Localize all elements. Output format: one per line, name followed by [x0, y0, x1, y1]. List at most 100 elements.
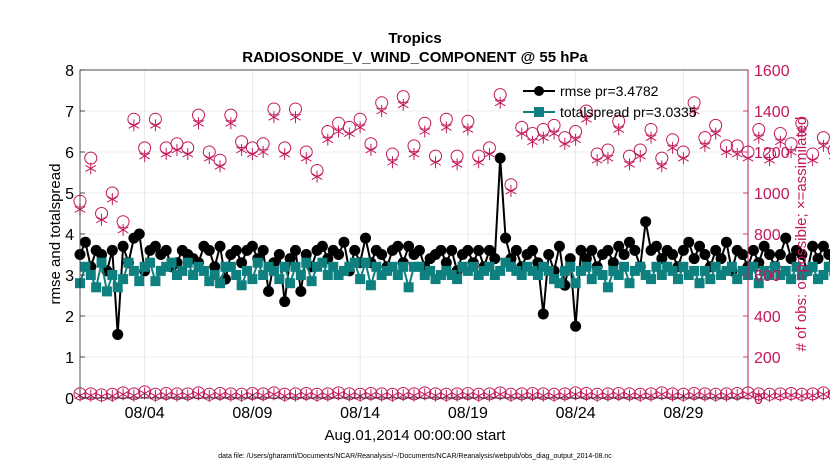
asterisk-stroke — [419, 390, 431, 398]
asterisk-stroke — [214, 391, 226, 399]
rmse-point — [823, 249, 830, 260]
y-tick-label: 8 — [65, 63, 74, 80]
asterisk-stroke — [602, 392, 614, 399]
legend-totalspread-label: totalspread pr=3.0335 — [560, 104, 697, 120]
totalspread-point — [716, 270, 727, 280]
assimilated-obs-point — [645, 131, 657, 144]
asterisk-stroke — [419, 128, 431, 135]
assimilated-obs-point — [430, 389, 442, 402]
totalspread-point — [769, 261, 780, 272]
asterisk-stroke — [548, 130, 560, 137]
totalspread-point — [118, 274, 129, 285]
asterisk-stroke — [236, 146, 248, 154]
rmse-point — [553, 240, 565, 252]
asterisk-stroke — [527, 138, 538, 146]
rmse-point — [543, 249, 555, 260]
assimilated-obs-point — [527, 135, 538, 148]
totalspread-point — [365, 280, 376, 291]
totalspread-point — [414, 261, 425, 272]
assimilated-obs-point — [171, 143, 183, 156]
assimilated-obs-point — [182, 148, 194, 161]
assimilated-obs-point — [613, 389, 625, 402]
totalspread-point — [624, 278, 635, 289]
asterisk-stroke — [645, 392, 657, 399]
totalspread-point — [640, 270, 651, 280]
assimilated-obs-point — [516, 389, 528, 402]
rmse-point — [413, 244, 425, 256]
totalspread-point — [613, 270, 624, 280]
assimilated-obs-point — [203, 152, 215, 165]
asterisk-stroke — [753, 134, 765, 142]
assimilated-obs-point — [451, 389, 463, 402]
assimilated-obs-point — [559, 137, 571, 150]
totalspread-point — [155, 265, 166, 276]
assimilated-obs-point — [225, 389, 237, 402]
totalspread-point — [198, 265, 209, 276]
x-tick-label: 08/14 — [340, 405, 380, 422]
assimilated-obs-point — [667, 389, 679, 402]
rmse-point — [774, 249, 786, 260]
asterisk-stroke — [602, 154, 614, 162]
totalspread-point — [134, 276, 145, 287]
legend-totalspread-marker — [534, 107, 544, 117]
asterisk-stroke — [139, 152, 151, 160]
y-tick-label: 5 — [65, 186, 74, 203]
rmse-point — [79, 236, 91, 248]
assimilated-obs-point — [365, 143, 377, 156]
assimilated-obs-point — [580, 389, 592, 402]
totalspread-point — [150, 276, 161, 287]
rmse-point — [564, 253, 576, 265]
rmse-point — [246, 240, 258, 252]
asterisk-stroke — [677, 154, 689, 162]
totalspread-point — [694, 278, 705, 289]
data-series — [73, 88, 830, 403]
asterisk-stroke — [408, 392, 420, 399]
totalspread-point — [802, 265, 813, 276]
assimilated-obs-point — [505, 184, 517, 197]
assimilated-obs-point — [268, 111, 280, 124]
assimilated-obs-point — [494, 96, 506, 109]
totalspread-point — [274, 274, 285, 285]
totalspread-point — [328, 261, 339, 272]
rmse-point — [817, 240, 829, 252]
totalspread-point — [220, 261, 231, 272]
y-tick-label: 4 — [65, 227, 74, 244]
asterisk-stroke — [624, 160, 635, 168]
asterisk-stroke — [570, 136, 582, 144]
assimilated-obs-point — [602, 152, 614, 165]
y-tick-label: 2 — [65, 309, 74, 326]
totalspread-point — [295, 270, 306, 280]
asterisk-stroke — [785, 148, 797, 156]
assimilated-obs-point — [807, 154, 819, 167]
asterisk-stroke — [667, 144, 679, 152]
totalspread-point — [128, 265, 139, 276]
totalspread-point — [355, 274, 366, 285]
assimilated-obs-point — [527, 389, 538, 402]
rmse-point — [796, 249, 808, 260]
rmse-point — [300, 249, 312, 260]
y-tick-label: 0 — [65, 391, 74, 408]
assimilated-obs-point — [365, 389, 377, 402]
asterisk-stroke — [645, 134, 657, 142]
asterisk-stroke — [764, 156, 776, 164]
totalspread-point — [462, 265, 473, 276]
assimilated-obs-point — [430, 156, 442, 169]
totalspread-point — [586, 274, 597, 285]
totalspread-point — [215, 278, 226, 289]
asterisk-stroke — [117, 390, 129, 398]
asterisk-stroke — [160, 391, 172, 399]
y-right-tick-label: 1000 — [754, 186, 790, 203]
rmse-point — [780, 232, 792, 244]
totalspread-point — [452, 274, 463, 285]
rmse-point — [537, 308, 549, 320]
totalspread-point — [516, 270, 527, 280]
assimilated-obs-point — [85, 162, 97, 175]
x-tick-label: 08/09 — [232, 405, 272, 422]
assimilated-obs-point — [602, 389, 614, 402]
totalspread-point — [457, 261, 468, 272]
assimilated-obs-point — [634, 150, 646, 163]
y-right-tick-label: 0 — [754, 391, 763, 408]
asterisk-stroke — [333, 128, 345, 135]
asterisk-stroke — [440, 123, 452, 131]
y-right-tick-label: 400 — [754, 309, 781, 326]
